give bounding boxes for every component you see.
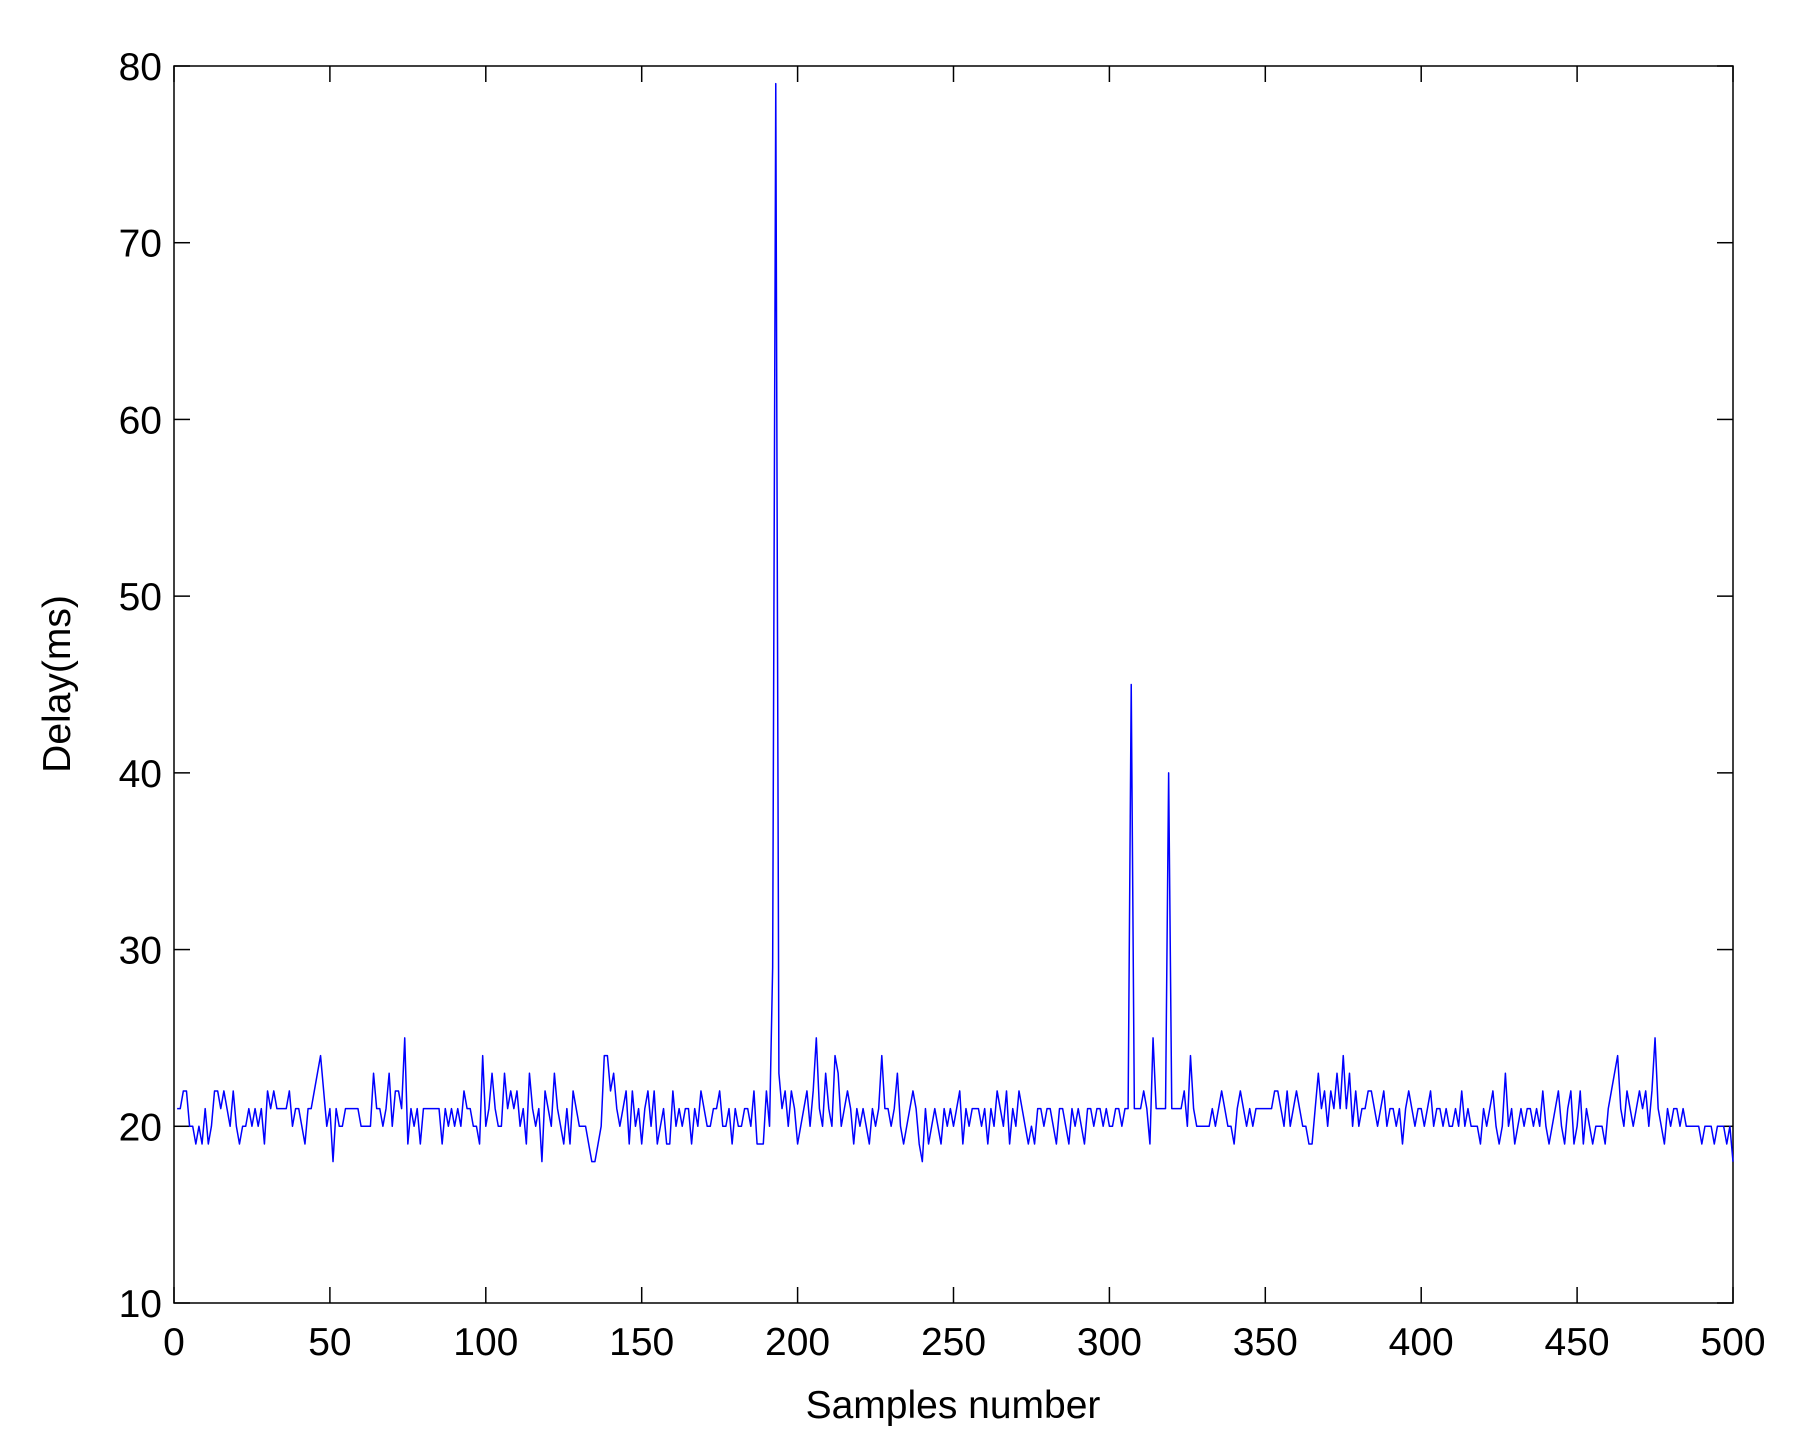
y-tick-label: 20 [119,1106,162,1149]
x-axis-label: Samples number [806,1384,1101,1427]
y-tick-label: 30 [119,930,162,973]
x-tick-label: 100 [453,1321,518,1364]
y-tick-label: 40 [119,753,162,796]
y-tick-label: 50 [119,576,162,619]
y-tick-label: 60 [119,399,162,442]
y-axis-label: Delay(ms) [36,595,79,773]
x-tick-label: 200 [765,1321,830,1364]
x-tick-label: 250 [921,1321,986,1364]
x-tick-label: 500 [1700,1321,1765,1364]
x-tick-label: 150 [609,1321,674,1364]
x-tick-label: 350 [1233,1321,1298,1364]
data-line [177,82,1734,1163]
x-tick-label: 450 [1545,1321,1610,1364]
x-tick-label: 300 [1077,1321,1142,1364]
x-tick-label: 0 [163,1321,185,1364]
y-tick-label: 10 [119,1283,162,1326]
plot-frame [173,65,1734,1304]
y-tick-label: 70 [119,223,162,266]
x-tick-label: 50 [308,1321,351,1364]
x-tick-label: 400 [1389,1321,1454,1364]
y-tick-label: 80 [119,46,162,89]
